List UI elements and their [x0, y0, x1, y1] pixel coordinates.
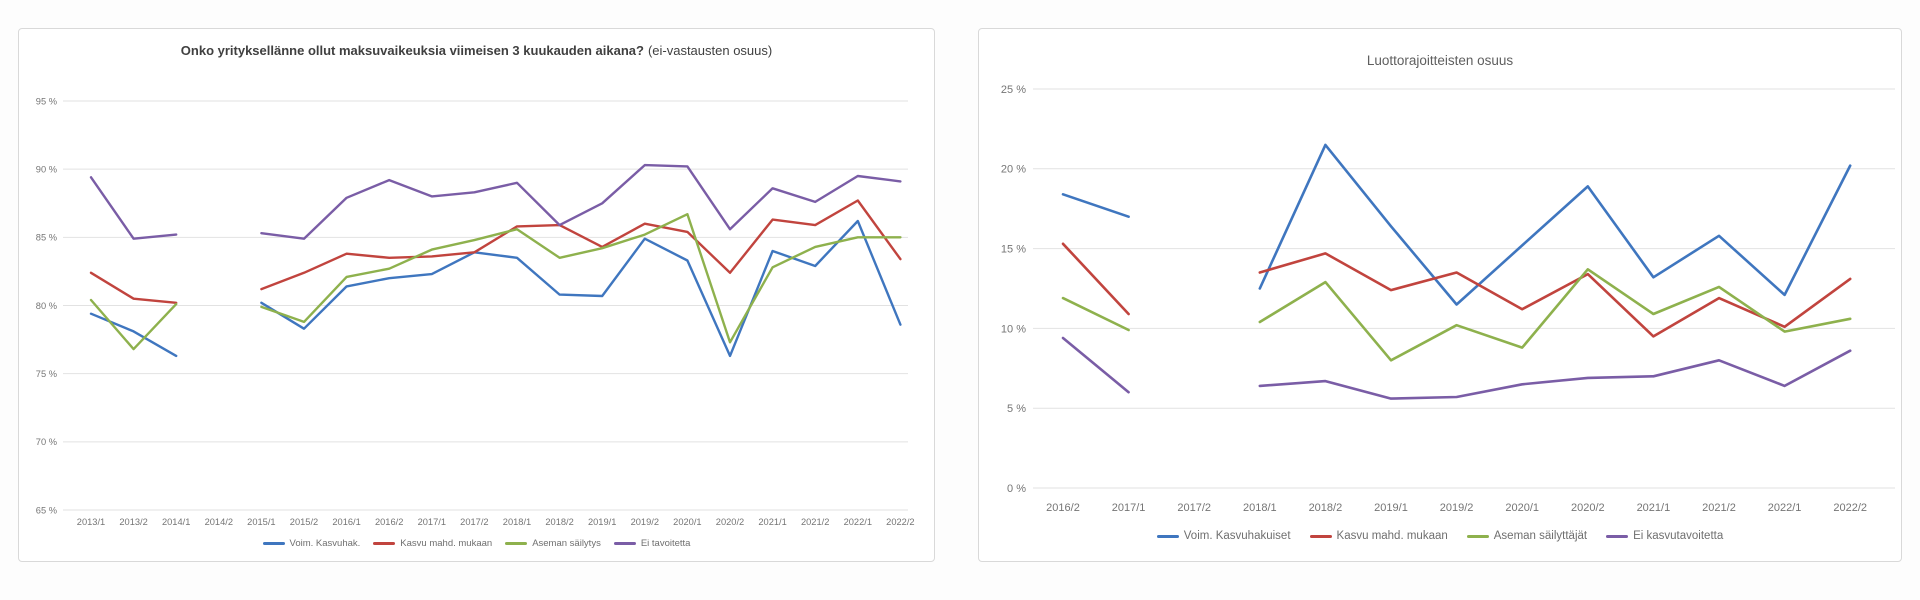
- x-tick-label: 2020/1: [673, 517, 701, 527]
- x-tick-label: 2021/2: [801, 517, 829, 527]
- legend-item-aseman-säilyttäjät[interactable]: Aseman säilyttäjät: [1466, 530, 1588, 542]
- x-tick-label: 2019/2: [631, 517, 659, 527]
- x-tick-label: 2021/2: [1702, 502, 1736, 514]
- x-tick-label: 2017/2: [460, 517, 488, 527]
- legend-swatch: [1466, 534, 1489, 538]
- series-line-kasvu-mahd-mukaan[interactable]: [1061, 242, 1852, 338]
- legend-label: Aseman säilyttäjät: [1493, 530, 1588, 542]
- x-tick-label: 2013/2: [119, 517, 147, 527]
- x-tick-label: 2021/1: [1637, 502, 1671, 514]
- x-tick-label: 2018/1: [503, 517, 531, 527]
- legend-item-ei-kasvutavoitetta[interactable]: Ei kasvutavoitetta: [1606, 530, 1723, 542]
- legend-swatch: [613, 542, 636, 545]
- legend-swatch: [1156, 534, 1179, 538]
- series-line-voim-kasvuhakuiset[interactable]: [1061, 143, 1852, 306]
- chart-svg: 65 % 70 % 75 % 80 % 85 % 90 % 95 % 2013/1 2013/2…: [36, 96, 915, 527]
- y-tick-label: 65 %: [36, 505, 57, 515]
- x-tick-label: 2018/1: [1243, 502, 1277, 514]
- x-tick-label: 2020/2: [1571, 502, 1605, 514]
- x-axis-labels: 2016/2 2017/1 2017/2 2018/1 2018/2 2019/1 2019…: [1046, 502, 1867, 514]
- x-tick-label: 2017/2: [1177, 502, 1211, 514]
- series-line-voim-kasvuhak-[interactable]: [89, 219, 902, 358]
- chart-panel-maksuvaikeudet[interactable]: Onko yrityksellänne ollut maksuvaikeuksi…: [18, 28, 935, 562]
- series-line-ei-kasvutavoitetta[interactable]: [1061, 336, 1852, 400]
- y-tick-label: 10 %: [1001, 323, 1026, 335]
- legend-item-ei-tavoitetta[interactable]: Ei tavoitetta: [613, 538, 691, 549]
- legend-label: Aseman säilytys: [532, 538, 601, 549]
- y-tick-label: 70 %: [36, 437, 57, 447]
- y-tick-label: 0 %: [1007, 483, 1026, 495]
- y-tick-label: 75 %: [36, 369, 57, 379]
- legend-luottorajoitteiset: Voim. Kasvuhakuiset Kasvu mahd. mukaan Ase…: [979, 530, 1901, 542]
- chart-title-main: Onko yrityksellänne ollut maksuvaikeuksi…: [180, 43, 644, 58]
- legend-label: Voim. Kasvuhak.: [289, 538, 361, 549]
- legend-item-kasvu-mahd-mukaan[interactable]: Kasvu mahd. mukaan: [373, 538, 492, 549]
- x-tick-label: 2018/2: [1309, 502, 1343, 514]
- legend-maksuvaikeudet: Voim. Kasvuhak. Kasvu mahd. mukaan Aseman …: [19, 538, 934, 549]
- x-tick-label: 2021/1: [758, 517, 786, 527]
- gridlines: [1033, 88, 1895, 489]
- y-axis-labels: 65 % 70 % 75 % 80 % 85 % 90 % 95 %: [36, 96, 57, 515]
- x-tick-label: 2017/1: [418, 517, 446, 527]
- x-tick-label: 2022/2: [1833, 502, 1867, 514]
- x-tick-label: 2018/2: [545, 517, 573, 527]
- legend-item-kasvu-mahd-mukaan[interactable]: Kasvu mahd. mukaan: [1309, 530, 1448, 542]
- x-tick-label: 2016/1: [332, 517, 360, 527]
- x-tick-label: 2019/2: [1440, 502, 1474, 514]
- series-line-ei-tavoitetta[interactable]: [89, 163, 902, 240]
- chart-title-luottorajoitteiset: Luottorajoitteisten osuus: [1366, 53, 1514, 68]
- x-tick-label: 2014/2: [205, 517, 233, 527]
- legend-label: Kasvu mahd. mukaan: [400, 538, 493, 549]
- legend-label: Ei kasvutavoitetta: [1633, 530, 1724, 542]
- x-tick-label: 2020/1: [1505, 502, 1539, 514]
- x-tick-label: 2022/2: [886, 517, 914, 527]
- y-tick-label: 15 %: [1001, 243, 1026, 255]
- x-tick-label: 2019/1: [588, 517, 616, 527]
- legend-item-voim-kasvuhak-[interactable]: Voim. Kasvuhak.: [262, 538, 361, 549]
- legend-swatch: [262, 542, 285, 545]
- y-tick-label: 85 %: [36, 233, 57, 243]
- x-tick-label: 2019/1: [1374, 502, 1408, 514]
- series-line-aseman-säilyttäjät[interactable]: [1061, 268, 1852, 362]
- legend-swatch: [505, 542, 528, 545]
- y-tick-label: 25 %: [1001, 84, 1026, 96]
- x-tick-label: 2016/2: [375, 517, 403, 527]
- x-tick-label: 2015/1: [247, 517, 275, 527]
- y-tick-label: 95 %: [36, 96, 57, 106]
- y-tick-label: 20 %: [1001, 164, 1026, 176]
- legend-item-aseman-säilytys[interactable]: Aseman säilytys: [505, 538, 601, 549]
- x-axis-labels: 2013/1 2013/2 2014/1 2014/2 2015/1 2015/2 2016…: [77, 517, 915, 527]
- series-line-aseman-säilytys[interactable]: [89, 212, 902, 351]
- legend-swatch: [1309, 534, 1332, 538]
- x-tick-label: 2022/1: [1768, 502, 1802, 514]
- series-line-kasvu-mahd-mukaan[interactable]: [89, 199, 902, 304]
- legend-label: Kasvu mahd. mukaan: [1336, 530, 1448, 542]
- legend-label: Ei tavoitetta: [640, 538, 691, 549]
- x-tick-label: 2020/2: [716, 517, 744, 527]
- plot-area-luottorajoitteiset: 0 % 5 % 10 % 15 % 20 % 25 % 2016/2 2017/1 2017/2…: [979, 29, 1901, 561]
- chart-svg: 0 % 5 % 10 % 15 % 20 % 25 % 2016/2 2017/1 2017/2…: [1001, 84, 1895, 514]
- x-tick-label: 2013/1: [77, 517, 105, 527]
- legend-swatch: [373, 542, 396, 545]
- plot-area-maksuvaikeudet: 65 % 70 % 75 % 80 % 85 % 90 % 95 % 2013/1 2013/2…: [19, 29, 934, 561]
- y-axis-labels: 0 % 5 % 10 % 15 % 20 % 25 %: [1001, 84, 1026, 495]
- x-tick-label: 2016/2: [1046, 502, 1080, 514]
- legend-item-voim-kasvuhakuiset[interactable]: Voim. Kasvuhakuiset: [1156, 530, 1291, 542]
- y-tick-label: 5 %: [1007, 403, 1026, 415]
- chart-panel-luottorajoitteiset[interactable]: Luottorajoitteisten osuus 0 % 5 % 10 % 15 %…: [978, 28, 1902, 562]
- chart-title-suffix: (ei-vastausten osuus): [647, 43, 773, 58]
- legend-label: Voim. Kasvuhakuiset: [1183, 530, 1291, 542]
- gridlines: [63, 100, 908, 511]
- y-tick-label: 80 %: [36, 301, 57, 311]
- chart-title-maksuvaikeudet: Onko yrityksellänne ollut maksuvaikeuksi…: [19, 41, 934, 61]
- legend-swatch: [1606, 534, 1629, 538]
- x-tick-label: 2014/1: [162, 517, 190, 527]
- x-tick-label: 2022/1: [844, 517, 872, 527]
- x-tick-label: 2015/2: [290, 517, 318, 527]
- x-tick-label: 2017/1: [1112, 502, 1146, 514]
- y-tick-label: 90 %: [36, 164, 57, 174]
